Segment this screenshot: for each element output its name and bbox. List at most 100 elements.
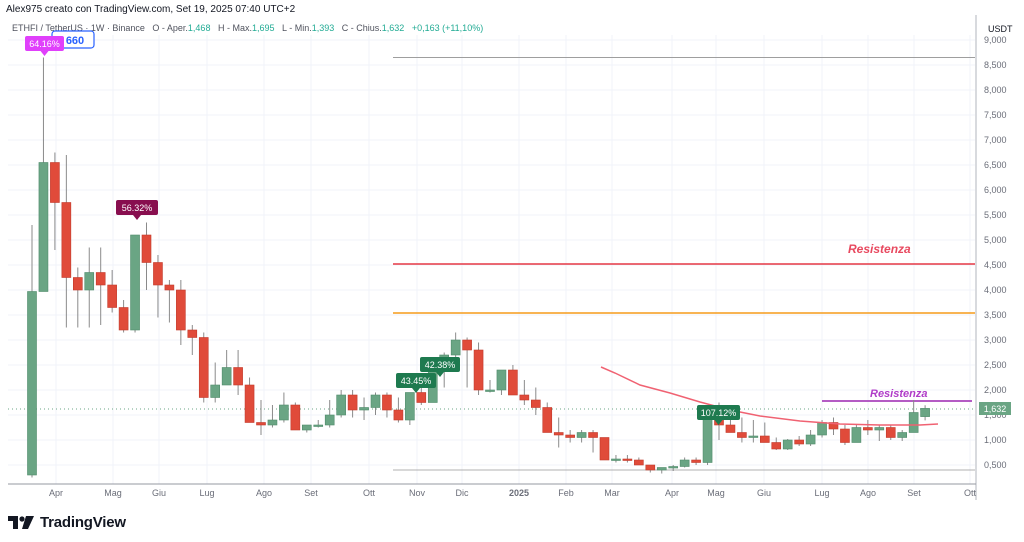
time-tick: Ago [860,488,876,498]
time-tick: Apr [665,488,679,498]
low-value: 1,393 [311,23,335,33]
price-tick: 4,000 [984,285,1007,295]
candlestick-series [27,57,930,478]
time-tick: Ott [363,488,376,498]
candle [840,428,850,443]
time-tick: Nov [409,488,426,498]
candle [863,427,873,431]
resistance-label-lower: Resistenza [870,388,927,400]
change-label-43: 43.45% [396,373,436,393]
change-value: +0,163 (+11,10%) [411,23,484,33]
candle [416,392,427,403]
open-value: 1,468 [187,23,211,33]
candle [301,424,312,431]
svg-text:660: 660 [66,35,84,47]
candle [359,407,369,411]
time-tick: Mar [604,488,620,498]
open-label: O - Aper. [152,23,188,33]
moving-average-line [600,366,939,426]
candle [828,422,839,430]
candle [221,367,232,386]
grid-lines [8,35,975,484]
annotations: 660 64.16% 56.32% 43.45% 42.38% 107.12% Resist… [25,30,927,425]
candle [691,459,701,463]
candle [885,427,896,438]
high-value: 1,695 [251,23,275,33]
resistance-label-upper: Resistenza [848,242,911,256]
candle [50,162,60,203]
candle [393,409,404,421]
candle [759,435,770,443]
candle [233,367,243,386]
candle [347,394,358,411]
price-tick: 6,500 [984,160,1007,170]
candle [336,394,346,416]
candle [485,389,495,392]
symbol-info[interactable]: ETHFI / TetherUS · 1W · Binance [12,23,145,33]
candle [130,234,140,331]
time-tick: Ago [256,488,272,498]
candle [805,434,816,445]
price-tick: 6,000 [984,185,1007,195]
tradingview-logo-text: TradingView [40,514,126,531]
candle [210,384,220,398]
svg-text:56.32%: 56.32% [122,203,153,213]
price-tick: 0,500 [984,460,1007,470]
time-tick: Mag [707,488,725,498]
candle [817,422,827,436]
candle [519,394,530,401]
candle [244,384,255,423]
candle [107,284,117,308]
candle [153,262,163,286]
candle [679,459,690,467]
candle [565,434,575,438]
price-tick: 7,000 [984,135,1007,145]
tradingview-logo: TradingView [8,514,126,531]
time-axis[interactable]: Apr Mag Giu Lug Ago Set Ott Nov Dic 2025 Feb Mar Apr… [8,483,976,498]
candle [324,414,335,426]
candle [61,202,72,278]
price-tick: 3,500 [984,310,1007,320]
price-tick: 8,000 [984,85,1007,95]
time-tick: Mag [104,488,122,498]
candle [141,234,152,263]
candle [553,432,564,436]
candle [279,404,289,421]
candle [920,408,930,417]
close-value: 1,632 [381,23,405,33]
candle [668,466,679,469]
tradingview-logo-icon [8,515,34,529]
price-tick: 9,000 [984,35,1007,45]
candle [611,458,621,461]
candle [874,427,885,431]
candle [118,307,129,331]
candle [725,424,736,433]
high-label: H - Max. [217,23,252,33]
candle [164,284,175,291]
candle [382,394,392,411]
svg-text:43.45%: 43.45% [401,376,432,386]
candle [645,464,656,471]
candle [771,442,782,450]
symbol-legend: ETHFI / TetherUS · 1W · Binance O - Aper… [12,23,483,33]
candle [256,422,266,426]
price-tick: 5,500 [984,210,1007,220]
time-tick: Set [907,488,921,498]
candle [748,435,759,438]
candle [370,394,381,408]
candle [508,369,518,396]
horizontal-lines [8,57,975,471]
svg-text:1,632: 1,632 [984,404,1007,414]
candle [782,439,793,450]
candle [542,407,553,433]
candle [198,337,209,398]
change-label-64: 64.16% [25,36,64,56]
moving-average [600,366,939,426]
price-tick: 4,500 [984,260,1007,270]
chart-credit: Alex975 creato con TradingView.com, Set … [6,4,296,15]
svg-text:42.38%: 42.38% [425,360,456,370]
price-tick: 8,500 [984,60,1007,70]
candle [599,437,610,461]
